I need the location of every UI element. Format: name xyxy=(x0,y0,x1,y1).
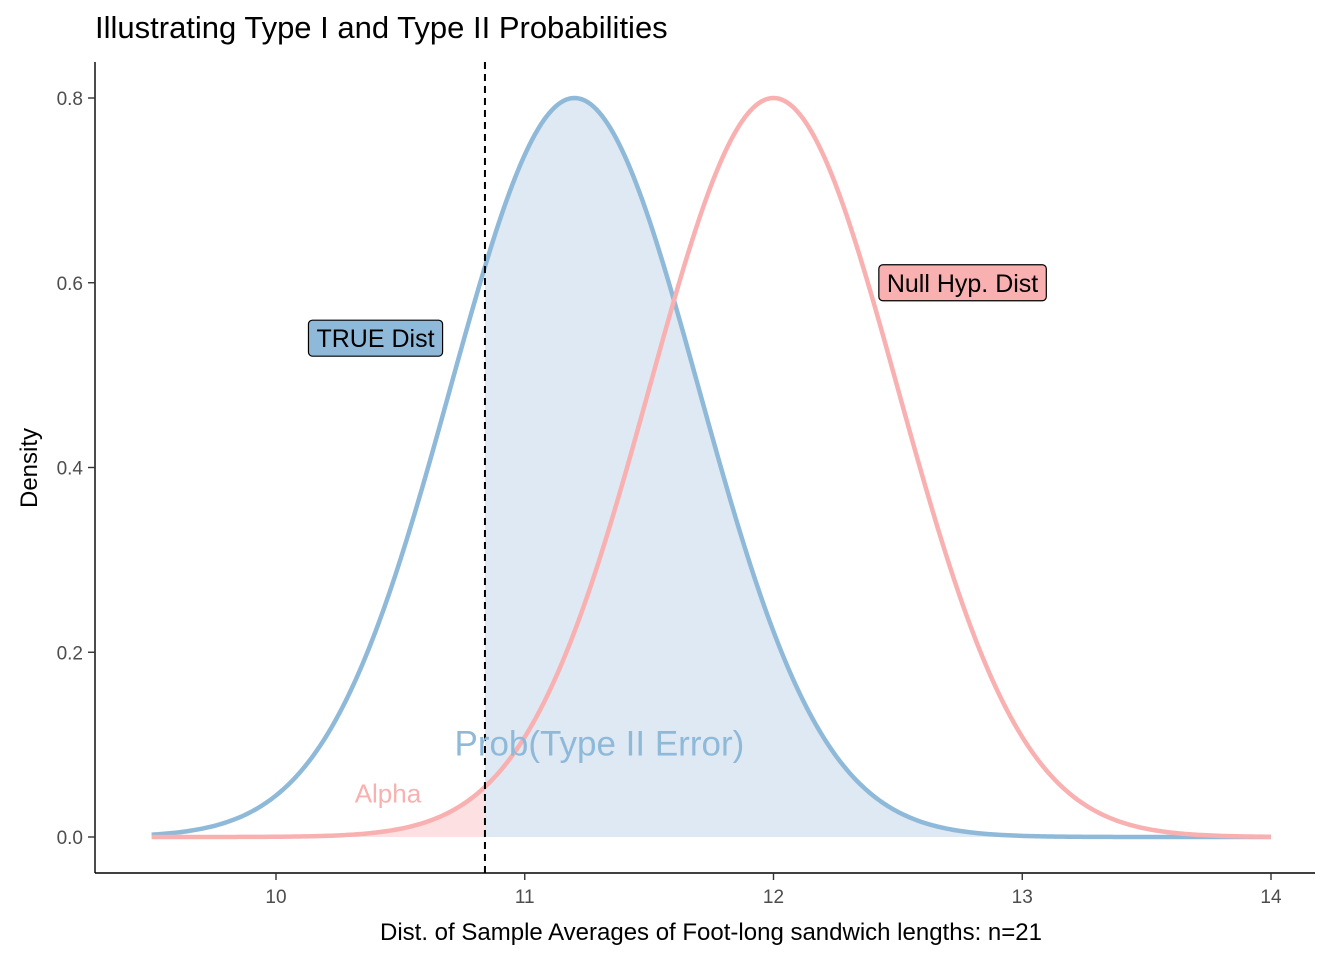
y-tick-label: 0.0 xyxy=(57,828,83,849)
shaded-regions xyxy=(151,98,1271,837)
type2-error-annotation: Prob(Type II Error) xyxy=(454,724,744,763)
true-dist-curve xyxy=(151,95,1271,840)
x-tick-label: 12 xyxy=(763,887,784,908)
y-tick-label: 0.6 xyxy=(57,274,83,295)
label-box xyxy=(878,264,1047,302)
label-text: TRUE Dist xyxy=(316,325,434,353)
y-tick-label: 0.4 xyxy=(57,459,84,480)
x-tick-label: 13 xyxy=(1012,887,1033,908)
null-dist-label: Null Hyp. Dist xyxy=(878,264,1047,302)
y-axis-title: Density xyxy=(16,428,43,508)
shaded-region-1 xyxy=(151,786,485,837)
null-dist-curve xyxy=(151,95,1272,840)
shaded-region-2 xyxy=(484,98,1271,837)
chart-title: Illustrating Type I and Type II Probabil… xyxy=(95,10,668,45)
density-curves xyxy=(151,95,1272,840)
x-tick-label: 11 xyxy=(515,887,535,908)
alpha-annotation: Alpha xyxy=(355,779,422,809)
label-text: Null Hyp. Dist xyxy=(887,270,1038,298)
label-box xyxy=(307,319,444,357)
y-tick-label: 0.8 xyxy=(57,89,83,110)
true-dist-label: TRUE Dist xyxy=(307,319,444,357)
x-tick-label: 10 xyxy=(265,887,286,908)
x-axis-title: Dist. of Sample Averages of Foot-long sa… xyxy=(380,919,1042,946)
series-labels: TRUE Dist Null Hyp. Dist xyxy=(307,264,1047,357)
x-tick-label: 14 xyxy=(1260,887,1282,908)
annotations: Alpha Prob(Type II Error) xyxy=(355,724,745,808)
axis-ticks: 10 11 12 13 14 0.0 0.2 0.4 0.6 0.8 xyxy=(57,89,1282,908)
y-tick-label: 0.2 xyxy=(57,643,83,664)
